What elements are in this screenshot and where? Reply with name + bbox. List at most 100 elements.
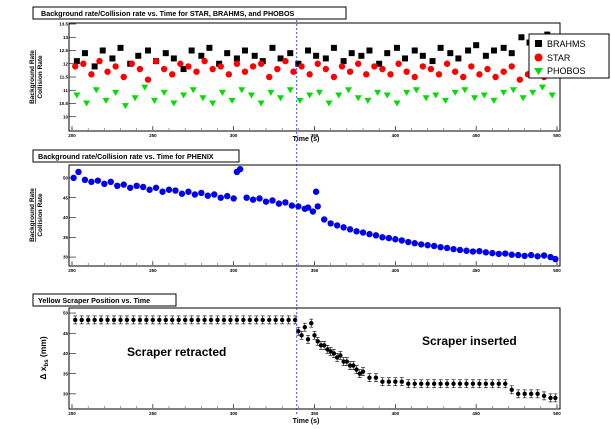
data-point: [509, 387, 514, 393]
data-point: [224, 192, 231, 200]
data-point: [360, 369, 366, 374]
x-tick-label: 250: [149, 268, 157, 273]
data-point: [508, 50, 515, 57]
data-point: [312, 333, 317, 338]
points-1: [72, 31, 559, 110]
data-point: [384, 50, 391, 57]
data-point: [461, 87, 469, 94]
data-point: [152, 57, 160, 65]
data-point: [121, 103, 129, 110]
x-tick-label: 250: [149, 133, 157, 138]
x-tick-label: 300: [230, 268, 238, 273]
data-point: [198, 189, 205, 197]
data-point: [347, 363, 353, 368]
data-point: [185, 63, 192, 70]
data-point: [99, 47, 106, 54]
data-point: [286, 87, 294, 94]
data-point: [217, 63, 224, 70]
data-point: [277, 55, 284, 62]
data-point: [117, 44, 124, 51]
x-axis-label-1: Time (s): [293, 136, 320, 143]
data-point: [88, 178, 95, 186]
data-point: [290, 68, 297, 75]
data-point: [215, 317, 220, 323]
y-tick-label: 12.5: [59, 48, 68, 53]
data-point: [163, 317, 168, 323]
data-point: [209, 65, 216, 73]
data-point: [191, 191, 199, 198]
data-point: [195, 317, 201, 323]
data-point: [85, 317, 91, 323]
data-point: [431, 381, 437, 386]
chart-title-1: Background rate/Collision rate vs. Time …: [41, 9, 295, 18]
data-point: [211, 191, 218, 198]
data-point: [359, 229, 367, 236]
data-point: [120, 73, 127, 81]
data-point: [225, 71, 233, 78]
data-point: [509, 87, 517, 94]
x-tick-label: 500: [553, 133, 561, 138]
data-point: [351, 363, 356, 368]
data-point: [217, 194, 224, 201]
data-point: [515, 251, 522, 259]
data-point: [412, 381, 417, 386]
legend-marker-brahms: [535, 40, 542, 47]
y-tick-label: 50: [63, 311, 69, 316]
data-point: [91, 63, 98, 70]
x-tick-label: 350: [311, 133, 319, 138]
x-tick-label: 350: [311, 411, 319, 416]
data-point: [489, 249, 496, 257]
data-point: [330, 73, 338, 81]
data-point: [386, 379, 392, 384]
y-tick-label: 10: [63, 114, 69, 119]
data-point: [403, 68, 410, 75]
data-point: [399, 379, 404, 384]
x-tick-label: 200: [68, 411, 76, 416]
data-point: [344, 359, 350, 364]
data-point: [490, 381, 495, 386]
data-point: [419, 63, 427, 70]
data-point: [201, 57, 208, 65]
data-point: [322, 55, 329, 62]
y-tick-label: 13.5: [59, 22, 68, 27]
data-point: [189, 87, 197, 94]
y-tick-label: 40: [63, 215, 69, 220]
data-point: [447, 50, 454, 57]
data-point: [398, 237, 405, 244]
panel-scraper: Yellow Scraper Position vs. Time Δ xbs (…: [32, 293, 561, 425]
data-point: [247, 317, 253, 323]
data-point: [527, 251, 535, 259]
data-point: [133, 182, 140, 189]
annotation-inserted: Scraper inserted: [422, 334, 517, 348]
data-point: [176, 317, 181, 323]
data-point: [372, 232, 380, 239]
data-point: [306, 71, 313, 78]
data-point: [254, 317, 259, 323]
data-point: [182, 317, 188, 323]
x-tick-label: 250: [149, 411, 157, 416]
data-point: [241, 317, 246, 323]
title-box-3: [32, 293, 177, 307]
y-axis-label-1a: Background Rate: [29, 50, 36, 104]
data-point: [490, 47, 497, 54]
legend: BRAHMS STAR PHOBOS: [528, 33, 610, 79]
data-point: [402, 55, 409, 62]
data-point: [224, 50, 231, 57]
data-point: [79, 317, 84, 323]
data-point: [364, 97, 372, 104]
data-point: [238, 87, 246, 94]
data-point: [274, 65, 281, 73]
data-point: [165, 186, 173, 193]
data-point: [468, 63, 475, 70]
data-point: [500, 68, 507, 75]
data-point: [441, 97, 449, 104]
data-point: [346, 68, 354, 75]
data-point: [249, 196, 257, 203]
data-point: [72, 63, 79, 70]
data-point: [516, 76, 524, 83]
data-point: [282, 57, 289, 65]
data-point: [159, 188, 166, 195]
y-tick-label: 10.5: [59, 101, 68, 106]
data-point: [395, 60, 402, 67]
